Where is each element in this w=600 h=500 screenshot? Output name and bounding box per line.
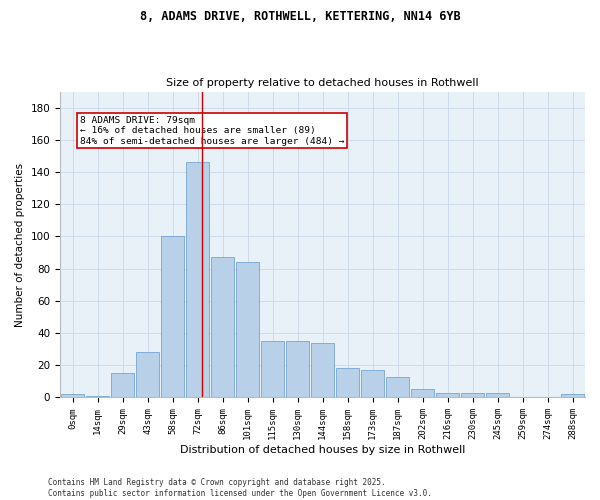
Bar: [186, 162, 209, 398]
Bar: [111, 374, 134, 398]
Bar: [211, 258, 234, 398]
Bar: [336, 368, 359, 398]
Bar: [361, 370, 384, 398]
Bar: [161, 236, 184, 398]
Bar: [286, 341, 309, 398]
Bar: [486, 392, 509, 398]
Bar: [61, 394, 84, 398]
Bar: [236, 262, 259, 398]
Bar: [461, 392, 484, 398]
Bar: [386, 376, 409, 398]
X-axis label: Distribution of detached houses by size in Rothwell: Distribution of detached houses by size …: [180, 445, 465, 455]
Bar: [411, 390, 434, 398]
Text: 8 ADAMS DRIVE: 79sqm
← 16% of detached houses are smaller (89)
84% of semi-detac: 8 ADAMS DRIVE: 79sqm ← 16% of detached h…: [80, 116, 344, 146]
Bar: [261, 341, 284, 398]
Text: Contains HM Land Registry data © Crown copyright and database right 2025.
Contai: Contains HM Land Registry data © Crown c…: [48, 478, 432, 498]
Bar: [436, 392, 459, 398]
Bar: [561, 394, 584, 398]
Bar: [136, 352, 159, 398]
Text: 8, ADAMS DRIVE, ROTHWELL, KETTERING, NN14 6YB: 8, ADAMS DRIVE, ROTHWELL, KETTERING, NN1…: [140, 10, 460, 23]
Bar: [86, 396, 109, 398]
Y-axis label: Number of detached properties: Number of detached properties: [15, 162, 25, 326]
Title: Size of property relative to detached houses in Rothwell: Size of property relative to detached ho…: [166, 78, 479, 88]
Bar: [311, 342, 334, 398]
